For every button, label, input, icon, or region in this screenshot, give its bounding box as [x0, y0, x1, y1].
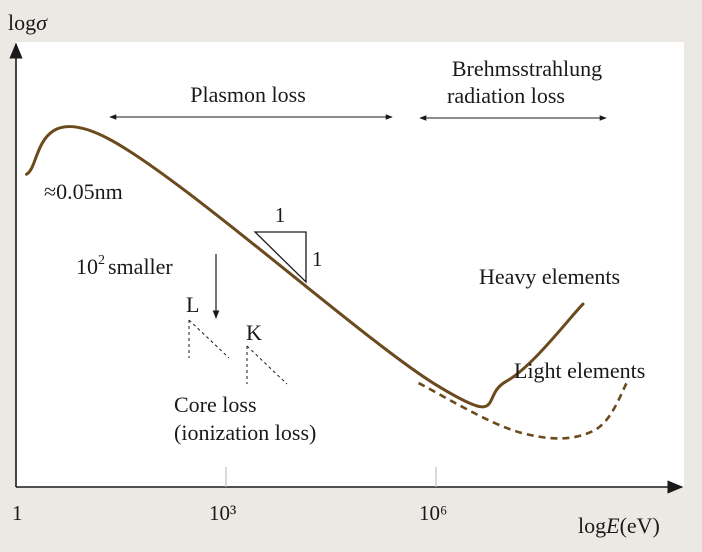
core-loss-label-line2: (ionization loss) — [174, 420, 316, 445]
edge-L-dashes — [188, 319, 230, 359]
light-elements-curve — [417, 379, 630, 440]
core-loss-label-line1: Core loss — [174, 392, 257, 417]
wavelength-label: ≈0.05nm — [44, 179, 123, 204]
slope-triangle — [253, 231, 307, 284]
x-tick-label-1e6: 10⁶ — [419, 501, 447, 525]
edge-label-L: L — [186, 292, 199, 317]
slope-label-right: 1 — [312, 247, 323, 271]
x-tick-label-1: 1 — [12, 501, 23, 525]
brems-label-line1: Brehmsstrahlung — [452, 56, 602, 81]
plasmon-loss-label: Plasmon loss — [190, 82, 306, 107]
slope-label-top: 1 — [275, 203, 286, 227]
smaller-label: 102 smaller — [76, 253, 173, 279]
y-axis-label: logσ — [8, 10, 48, 35]
heavy-elements-label: Heavy elements — [479, 264, 620, 289]
brems-label-line2: radiation loss — [447, 83, 565, 108]
x-axis-label: logE(eV) — [578, 513, 660, 538]
heavy-elements-curve — [25, 125, 585, 409]
edge-label-K: K — [246, 320, 262, 345]
x-tick-label-1000: 10³ — [209, 501, 236, 525]
light-elements-label: Light elements — [514, 358, 645, 383]
edge-K-dashes — [246, 345, 288, 385]
